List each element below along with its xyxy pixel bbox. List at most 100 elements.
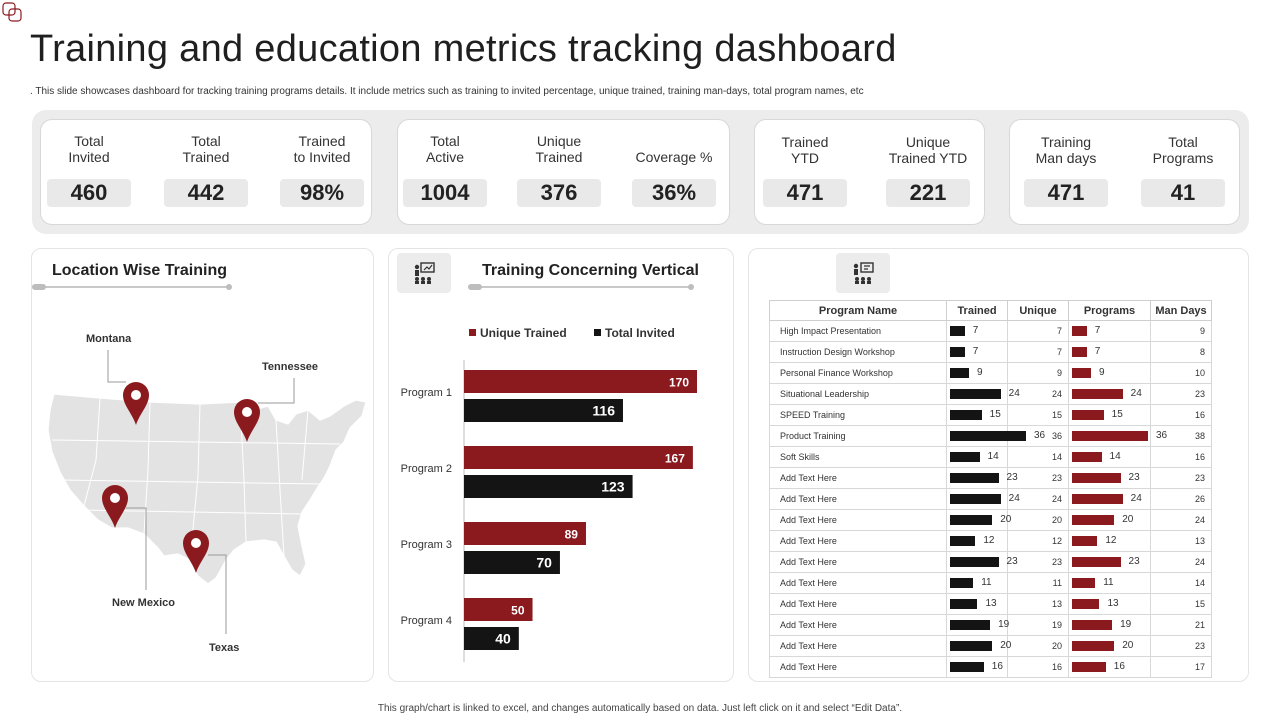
programs-cell-bar bbox=[1072, 536, 1098, 546]
kpi-card-programs bbox=[1009, 119, 1240, 225]
table-row: Product Training 36 36 36 38 bbox=[769, 425, 1212, 447]
programs-bar-cell: 23 bbox=[1068, 467, 1151, 489]
chart-title: Training Concerning Vertical bbox=[482, 262, 699, 279]
programs-bar-cell: 20 bbox=[1068, 509, 1151, 531]
table-row: Add Text Here 24 24 24 26 bbox=[769, 488, 1212, 510]
unique-cell: 15 bbox=[1007, 404, 1069, 426]
table-row: High Impact Presentation 7 7 7 9 bbox=[769, 320, 1212, 342]
kpi-label: Total Programs bbox=[1152, 134, 1214, 166]
program-name-cell: Situational Leadership bbox=[769, 383, 947, 405]
trained-cell-bar bbox=[950, 515, 993, 525]
kpi-label: Coverage % bbox=[635, 149, 713, 165]
program-name-cell: Add Text Here bbox=[769, 530, 947, 552]
presentation-icon bbox=[397, 253, 451, 293]
table-row: Add Text Here 20 20 20 24 bbox=[769, 509, 1212, 531]
map-pin-icon bbox=[123, 382, 149, 425]
trained-cell-bar bbox=[950, 578, 974, 588]
programs-bar-cell: 7 bbox=[1068, 320, 1151, 342]
trained-cell-value: 15 bbox=[989, 409, 1001, 420]
kpi-card-invites bbox=[40, 119, 372, 225]
unique-cell: 16 bbox=[1007, 656, 1069, 678]
programs-cell-value: 24 bbox=[1130, 493, 1142, 504]
col-program-name: Program Name bbox=[769, 300, 947, 321]
programs-cell-bar bbox=[1072, 326, 1087, 336]
programs-cell-bar bbox=[1072, 389, 1123, 399]
trained-bar-cell: 20 bbox=[946, 635, 1012, 657]
unique-cell: 13 bbox=[1007, 593, 1069, 615]
legend-swatch-unique bbox=[469, 329, 476, 336]
table-row: Add Text Here 19 19 19 21 bbox=[769, 614, 1212, 636]
trained-bar-cell: 13 bbox=[946, 593, 1008, 615]
programs-cell-bar bbox=[1072, 431, 1148, 441]
programs-cell-value: 9 bbox=[1099, 367, 1105, 378]
programs-cell-value: 19 bbox=[1120, 619, 1132, 630]
col-trained: Trained bbox=[946, 300, 1008, 321]
man_days-cell: 23 bbox=[1150, 635, 1212, 657]
map-leader-line bbox=[107, 350, 126, 383]
trained-cell-bar bbox=[950, 368, 969, 378]
trained-cell-value: 23 bbox=[1006, 556, 1018, 567]
programs-cell-bar bbox=[1072, 368, 1091, 378]
trained-cell-value: 23 bbox=[1006, 472, 1018, 483]
kpi-value: 471 bbox=[763, 179, 847, 207]
chart-category-label: Program 1 bbox=[401, 387, 452, 399]
programs-cell-bar bbox=[1072, 599, 1100, 609]
table-header-row: Program Name Trained Unique Programs Man… bbox=[769, 300, 1212, 321]
table-row: Add Text Here 20 20 20 23 bbox=[769, 635, 1212, 657]
map-location-label: Montana bbox=[86, 333, 132, 345]
chart-data-label: 89 bbox=[565, 528, 579, 542]
trained-bar-cell: 11 bbox=[946, 572, 1008, 594]
man_days-cell: 17 bbox=[1150, 656, 1212, 678]
trained-cell-value: 12 bbox=[983, 535, 995, 546]
unique-cell: 19 bbox=[1007, 614, 1069, 636]
chart-bar bbox=[464, 522, 586, 545]
man_days-cell: 10 bbox=[1150, 362, 1212, 384]
program-name-cell: Add Text Here bbox=[769, 467, 947, 489]
programs-bar-cell: 16 bbox=[1068, 656, 1151, 678]
programs-cell-bar bbox=[1072, 347, 1087, 357]
map-location-label: Texas bbox=[209, 642, 240, 654]
trained-cell-bar bbox=[950, 389, 1001, 399]
unique-cell: 14 bbox=[1007, 446, 1069, 468]
trained-bar-cell: 9 bbox=[946, 362, 1008, 384]
chart-bar bbox=[464, 399, 623, 422]
trained-cell-bar bbox=[950, 662, 984, 672]
man_days-cell: 23 bbox=[1150, 383, 1212, 405]
table-row: Add Text Here 16 16 16 17 bbox=[769, 656, 1212, 678]
program-name-cell: Soft Skills bbox=[769, 446, 947, 468]
map-pin-icon bbox=[183, 530, 209, 573]
programs-cell-bar bbox=[1072, 641, 1115, 651]
trained-cell-bar bbox=[950, 620, 991, 630]
programs-cell-bar bbox=[1072, 515, 1115, 525]
programs-cell-value: 11 bbox=[1103, 577, 1114, 588]
trained-bar-cell: 16 bbox=[946, 656, 1008, 678]
kpi-card-ytd bbox=[754, 119, 985, 225]
programs-bar-cell: 15 bbox=[1068, 404, 1151, 426]
programs-bar-cell: 23 bbox=[1068, 551, 1151, 573]
program-name-cell: SPEED Training bbox=[769, 404, 947, 426]
programs-cell-value: 23 bbox=[1128, 556, 1140, 567]
man_days-cell: 23 bbox=[1150, 467, 1212, 489]
man_days-cell: 9 bbox=[1150, 320, 1212, 342]
program-name-cell: Add Text Here bbox=[769, 656, 947, 678]
kpi-label: Trained to Invited bbox=[293, 133, 351, 165]
trained-cell-value: 20 bbox=[1000, 640, 1012, 651]
map-pin-icon bbox=[102, 485, 128, 528]
kpi-value: 460 bbox=[47, 179, 131, 207]
kpi-value: 471 bbox=[1024, 179, 1108, 207]
logo-icon bbox=[2, 2, 22, 22]
unique-cell: 20 bbox=[1007, 635, 1069, 657]
chart-bar bbox=[464, 598, 533, 621]
program-name-cell: Add Text Here bbox=[769, 572, 947, 594]
col-man-days: Man Days bbox=[1150, 300, 1212, 321]
legend-swatch-invited bbox=[594, 329, 601, 336]
table-row: Add Text Here 23 23 23 23 bbox=[769, 467, 1212, 489]
program-table: Program Name Trained Unique Programs Man… bbox=[769, 300, 1212, 678]
table-row: Add Text Here 11 11 11 14 bbox=[769, 572, 1212, 594]
kpi-label: Total Invited bbox=[68, 133, 110, 165]
table-row: Soft Skills 14 14 14 16 bbox=[769, 446, 1212, 468]
unique-cell: 20 bbox=[1007, 509, 1069, 531]
trained-bar-cell: 7 bbox=[946, 320, 1008, 342]
program-name-cell: Add Text Here bbox=[769, 551, 947, 573]
map-leader-line bbox=[258, 378, 295, 404]
